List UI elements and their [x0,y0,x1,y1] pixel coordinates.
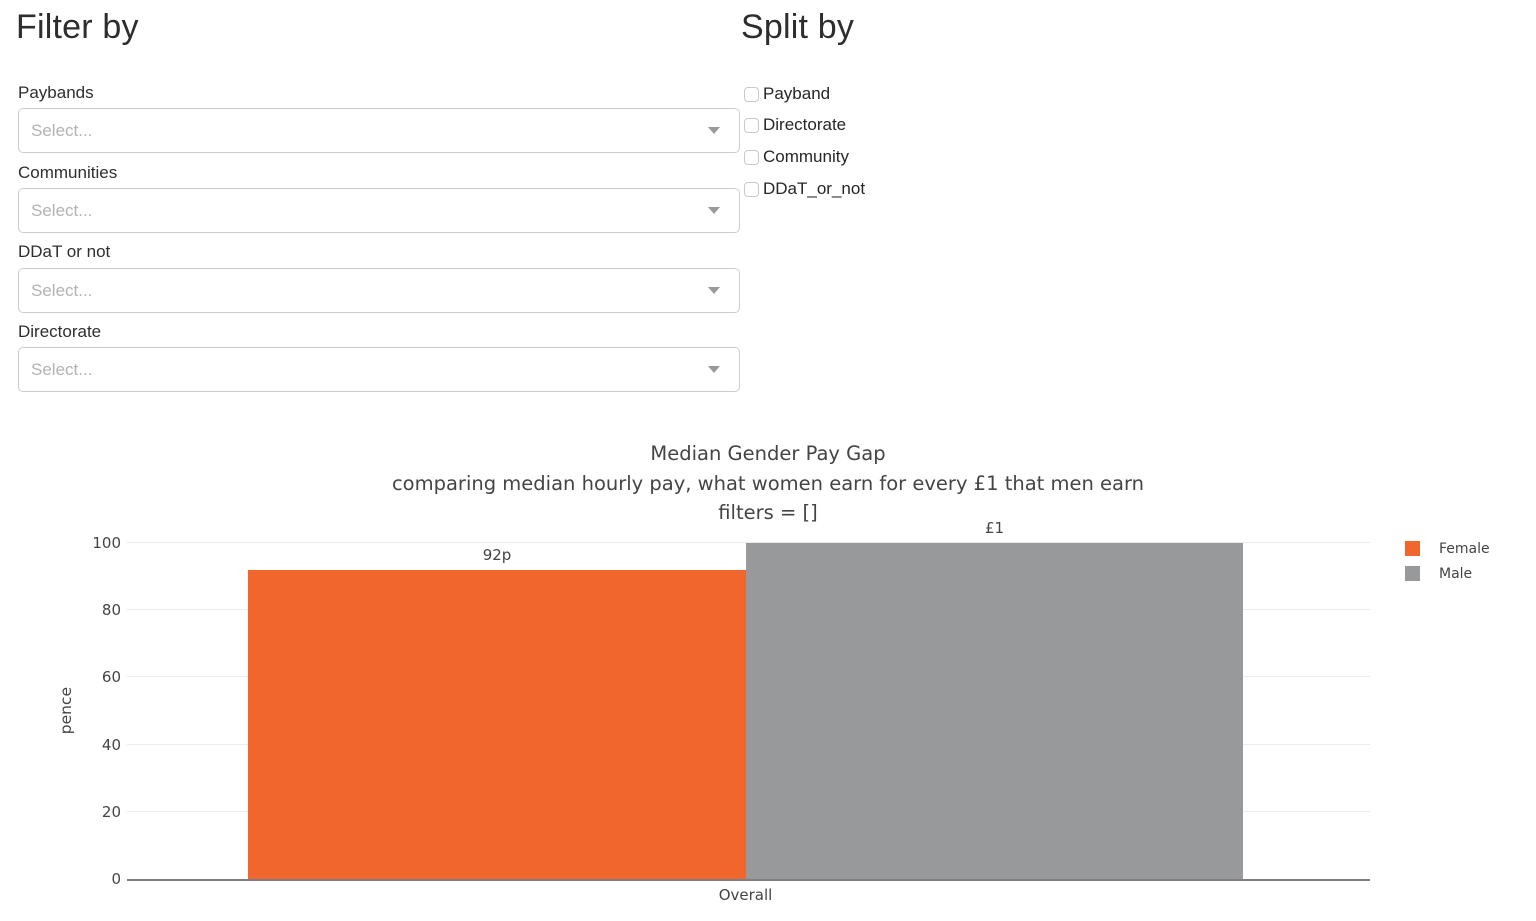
y-tick-label: 20 [101,802,121,821]
y-tick-label: 100 [92,534,121,552]
payband-checkbox-label: Payband [763,84,831,103]
directorate-checkbox-label: Directorate [763,115,847,134]
communities-label: Communities [18,163,118,182]
directorate-checkbox[interactable] [744,117,759,133]
caret-down-icon [708,287,720,294]
filter-by-heading: Filter by [16,8,139,46]
ddat-or-not-select[interactable]: Select... [18,268,740,313]
legend-label-female: Female [1439,540,1490,557]
y-tick-label: 60 [101,668,121,687]
split-option-payband[interactable]: Payband [744,79,830,109]
split-by-heading: Split by [741,8,855,46]
communities-select[interactable]: Select... [18,188,740,233]
y-tick-label: 0 [111,870,121,888]
legend-label-male: Male [1439,565,1473,582]
community-checkbox[interactable] [744,149,759,165]
bar-label-male: £1 [984,519,1005,537]
directorate-select[interactable]: Select... [18,347,740,392]
ddat-or-not-checkbox-label: DDaT_or_not [763,179,866,198]
ddat-or-not-select-placeholder: Select... [31,280,93,300]
y-tick-label: 80 [101,601,121,620]
x-category-label: Overall [718,886,773,904]
bar-female [248,569,746,879]
paybands-label: Paybands [18,83,94,102]
bar-label-female: 92p [482,545,512,564]
y-axis-title: pence [57,687,75,735]
male-swatch-icon [1405,566,1420,581]
chart-legend: Female Male [1405,536,1490,586]
plot-area: pence 92p £1 Overall 0 20 40 60 80 100 [57,519,1370,904]
caret-down-icon [708,127,720,134]
communities-select-placeholder: Select... [31,200,93,220]
ddat-or-not-checkbox[interactable] [744,181,759,197]
chart-title-block: Median Gender Pay Gap comparing median h… [0,439,1536,528]
paybands-select-placeholder: Select... [31,120,93,140]
directorate-select-placeholder: Select... [31,359,93,379]
split-option-community[interactable]: Community [744,142,849,172]
y-tick-label: 40 [101,735,121,754]
split-option-directorate[interactable]: Directorate [744,110,846,140]
chart-title: Median Gender Pay Gap [650,442,886,465]
paybands-select[interactable]: Select... [18,108,740,153]
ddat-or-not-label: DDaT or not [18,242,111,261]
legend-item-female[interactable]: Female [1405,536,1490,561]
payband-checkbox[interactable] [744,86,759,102]
bar-male [746,543,1243,879]
legend-item-male[interactable]: Male [1405,561,1490,586]
community-checkbox-label: Community [763,147,849,166]
caret-down-icon [708,366,720,373]
y-gridline [127,542,1370,543]
directorate-label: Directorate [18,322,102,341]
chart-filters-line: filters = [] [718,501,818,524]
caret-down-icon [708,207,720,214]
female-swatch-icon [1405,541,1420,556]
chart-subtitle: comparing median hourly pay, what women … [391,471,1145,495]
split-option-ddat-or-not[interactable]: DDaT_or_not [744,174,865,204]
